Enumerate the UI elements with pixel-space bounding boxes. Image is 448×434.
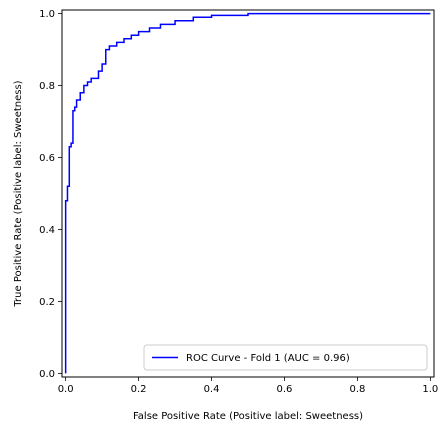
legend-entry-label: ROC Curve - Fold 1 (AUC = 0.96): [186, 353, 350, 364]
y-tick-label: 0.0: [39, 369, 55, 380]
plot-frame: [61, 9, 435, 378]
x-tick-label: 1.0: [422, 384, 438, 395]
y-tick-label: 0.2: [39, 297, 55, 308]
x-tick-label: 0.0: [58, 384, 74, 395]
ticks-layer: 0.0 0.2 0.4 0.6 0.8 1.0 0.0 0.2 0.4 0.6 0.8 1.0: [39, 9, 438, 395]
x-tick-label: 0.6: [277, 384, 293, 395]
legend-box: [143, 344, 428, 371]
y-tick-label: 0.8: [39, 81, 55, 92]
x-tick-label: 0.4: [204, 384, 220, 395]
roc-curve-line: [64, 12, 431, 374]
y-tick-label: 1.0: [39, 9, 55, 20]
y-tick-label: 0.4: [39, 225, 55, 236]
legend: ROC Curve - Fold 1 (AUC = 0.96): [143, 344, 428, 371]
x-tick-label: 0.8: [349, 384, 365, 395]
y-axis-label: True Positive Rate (Positive label: Swee…: [13, 80, 24, 307]
y-tick-label: 0.6: [39, 153, 55, 164]
lines-layer: [64, 12, 431, 374]
x-axis-label: False Positive Rate (Positive label: Swe…: [133, 411, 363, 422]
x-tick-label: 0.2: [131, 384, 147, 395]
